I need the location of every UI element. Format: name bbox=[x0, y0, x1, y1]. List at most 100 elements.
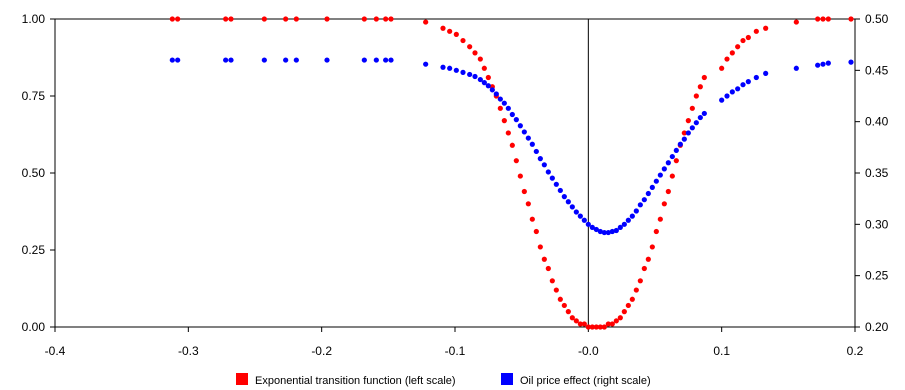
transition-point bbox=[681, 130, 687, 136]
oil-effect-point bbox=[472, 73, 478, 80]
transition-point bbox=[223, 16, 229, 22]
transition-point bbox=[537, 244, 543, 250]
oil-effect-point bbox=[440, 64, 446, 70]
transition-point bbox=[545, 265, 551, 272]
transition-point bbox=[617, 315, 623, 321]
oil-effect-point bbox=[460, 69, 466, 75]
oil-effect-point bbox=[373, 57, 379, 63]
oil-effect-point bbox=[693, 120, 699, 126]
transition-point bbox=[569, 315, 575, 321]
transition-point bbox=[621, 309, 627, 315]
transition-point bbox=[472, 50, 478, 56]
oil-effect-point bbox=[661, 166, 667, 172]
oil-effect-point bbox=[485, 83, 491, 89]
transition-point bbox=[529, 216, 535, 222]
transition-point bbox=[657, 216, 663, 222]
oil-effect-point bbox=[577, 213, 583, 219]
oil-effect-point bbox=[557, 187, 563, 194]
oil-effect-point bbox=[324, 57, 330, 63]
oil-effect-point bbox=[453, 67, 459, 73]
oil-effect-point bbox=[529, 141, 535, 147]
transition-point bbox=[661, 201, 667, 207]
transition-point bbox=[669, 173, 675, 179]
transition-point bbox=[745, 34, 751, 41]
oil-effect-point bbox=[585, 221, 591, 227]
transition-point bbox=[481, 65, 487, 71]
oil-effect-point bbox=[609, 228, 615, 235]
oil-effect-point bbox=[753, 74, 759, 81]
oil-effect-point bbox=[565, 199, 571, 205]
oil-effect-point bbox=[501, 100, 507, 106]
y-right-tick-label: 0.35 bbox=[865, 166, 889, 180]
y-left-tick-label: 0.00 bbox=[22, 320, 46, 334]
transition-point bbox=[701, 74, 707, 81]
legend-label-oil: Oil price effect (right scale) bbox=[520, 375, 651, 387]
x-axis: -0.4 -0.3 -0.2 -0.1 -0.0 0.1 0.2 bbox=[45, 327, 864, 358]
transition-point bbox=[665, 188, 671, 195]
oil-effect-point bbox=[283, 57, 289, 63]
oil-effect-point bbox=[361, 57, 367, 63]
oil-effect-point bbox=[447, 65, 453, 71]
transition-point bbox=[497, 105, 503, 111]
y-left-tick-label: 0.75 bbox=[22, 89, 46, 103]
y-left-tick-label: 0.25 bbox=[22, 243, 46, 257]
oil-effect-point bbox=[657, 172, 663, 178]
oil-effect-point bbox=[724, 93, 730, 99]
transition-point bbox=[467, 44, 473, 50]
transition-point bbox=[629, 296, 635, 302]
oil-effect-point bbox=[729, 89, 735, 95]
transition-point bbox=[719, 65, 725, 71]
oil-effect-point bbox=[533, 148, 539, 155]
y-right-tick-label: 0.25 bbox=[865, 269, 889, 283]
series-transition bbox=[169, 16, 854, 330]
x-tick-label: 0.1 bbox=[713, 344, 730, 358]
transition-point bbox=[521, 188, 527, 195]
oil-effect-point bbox=[605, 229, 611, 236]
oil-effect-point bbox=[613, 227, 619, 234]
transition-point bbox=[440, 25, 446, 31]
oil-effect-point bbox=[597, 228, 603, 235]
transition-point bbox=[601, 324, 607, 330]
transition-point bbox=[553, 287, 559, 293]
transition-point bbox=[753, 28, 759, 34]
oil-effect-point bbox=[621, 221, 627, 227]
transition-point bbox=[581, 321, 587, 327]
oil-effect-point bbox=[497, 96, 503, 102]
transition-point bbox=[447, 28, 453, 34]
transition-point bbox=[561, 302, 567, 309]
oil-effect-point bbox=[549, 175, 555, 181]
legend: Exponential transition function (left sc… bbox=[236, 373, 651, 387]
oil-effect-point bbox=[228, 57, 234, 63]
oil-effect-point bbox=[521, 129, 527, 135]
transition-point bbox=[573, 318, 579, 324]
transition-point bbox=[641, 265, 647, 272]
transition-point bbox=[460, 37, 466, 44]
transition-point bbox=[283, 16, 289, 22]
transition-point bbox=[549, 278, 555, 284]
oil-effect-point bbox=[493, 91, 499, 97]
oil-effect-point bbox=[825, 60, 831, 66]
y-left-tick-label: 0.50 bbox=[22, 166, 46, 180]
y-axis-left: 0.00 0.25 0.50 0.75 1.00 bbox=[22, 12, 55, 334]
plot-frame bbox=[54, 18, 856, 328]
oil-effect-point bbox=[383, 57, 389, 63]
y-right-tick-label: 0.45 bbox=[865, 63, 889, 77]
oil-effect-point bbox=[745, 79, 751, 85]
oil-effect-point bbox=[525, 135, 531, 141]
x-tick-label: 0.2 bbox=[847, 344, 864, 358]
y-right-tick-label: 0.30 bbox=[865, 217, 889, 231]
transition-point bbox=[557, 296, 563, 302]
oil-effect-point bbox=[641, 197, 647, 203]
y-right-tick-label: 0.20 bbox=[865, 320, 889, 334]
oil-effect-point bbox=[505, 105, 511, 111]
oil-effect-point bbox=[677, 141, 683, 147]
transition-point bbox=[324, 16, 330, 22]
oil-effect-point bbox=[669, 153, 675, 160]
x-tick-label: -0.0 bbox=[578, 344, 599, 358]
oil-effect-point bbox=[625, 217, 631, 223]
oil-effect-point bbox=[561, 194, 567, 200]
y-right-tick-label: 0.40 bbox=[865, 115, 889, 129]
series-oil-effect bbox=[169, 57, 854, 236]
oil-effect-point bbox=[685, 130, 691, 136]
